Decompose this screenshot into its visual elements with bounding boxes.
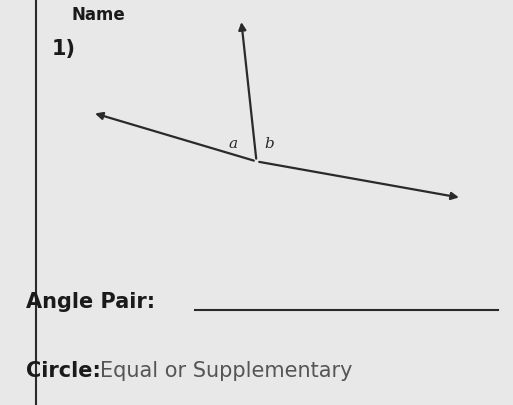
Text: Name: Name: [72, 6, 126, 24]
Text: Angle Pair:: Angle Pair:: [26, 292, 155, 312]
Text: Equal or Supplementary: Equal or Supplementary: [100, 360, 352, 381]
Text: b: b: [264, 137, 274, 151]
Text: Circle:: Circle:: [26, 360, 101, 381]
Text: 1): 1): [51, 38, 75, 59]
Text: a: a: [229, 137, 238, 151]
